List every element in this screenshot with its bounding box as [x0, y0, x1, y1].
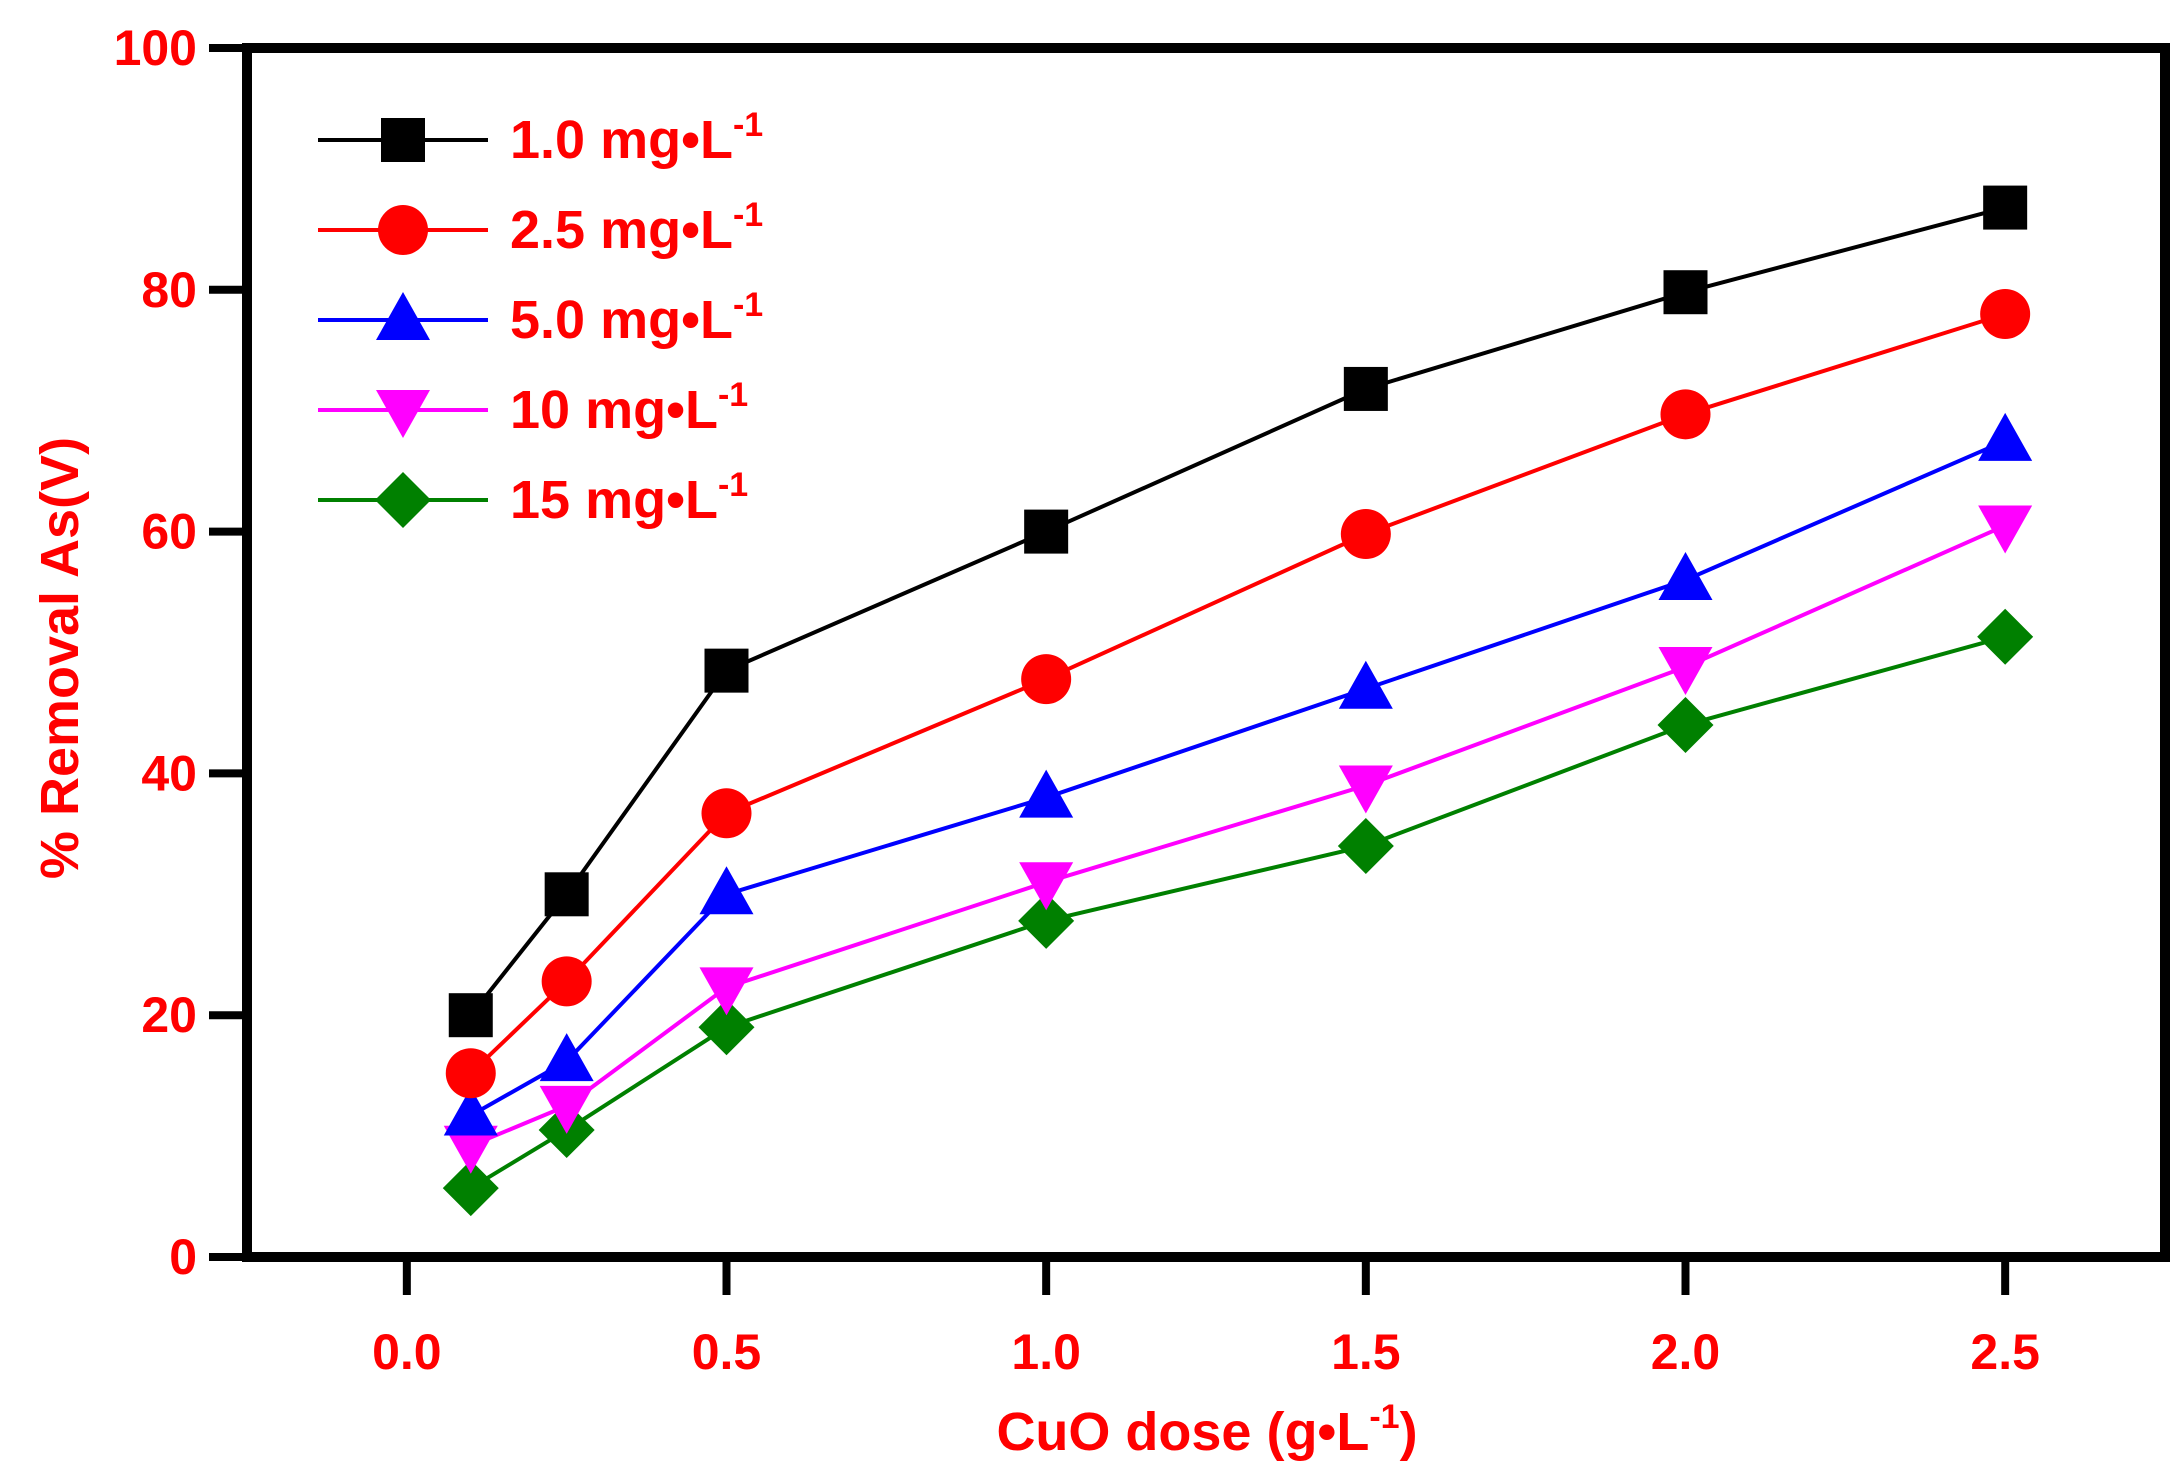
data-point: [443, 1087, 498, 1136]
series-line: [469, 439, 2006, 1118]
legend: 1.0 mg•L-12.5 mg•L-15.0 mg•L-1 10 mg•L-1…: [318, 106, 763, 530]
legend-label: 2.5 mg•L-1: [510, 196, 763, 260]
plot-border: [242, 43, 2170, 1262]
x-tick-label: 2.5: [1970, 1324, 2040, 1380]
data-point: [445, 1048, 496, 1099]
y-tick-label: 40: [141, 745, 197, 801]
data-point: [1024, 509, 1069, 554]
y-tick-label: 20: [141, 987, 197, 1043]
legend-label-main: 10 mg•L: [510, 380, 718, 440]
data-point: [1019, 769, 1074, 818]
data-point: [698, 999, 755, 1056]
data-point: [1983, 185, 2028, 230]
x-tick-label: 1.0: [1011, 1324, 1081, 1380]
x-axis-title: CuO dose (g•L-1): [996, 1398, 1417, 1462]
data-point: [448, 993, 493, 1038]
data-point: [1980, 288, 2031, 339]
y-axis-title: % Removal As(V): [30, 437, 90, 879]
y-tick-label: 80: [141, 262, 197, 318]
data-point: [1658, 647, 1713, 696]
legend-item-5: 15 mg•L-1: [318, 466, 748, 530]
legend-marker: [381, 118, 425, 162]
x-tick-label: 0.0: [372, 1324, 442, 1380]
data-point: [539, 1085, 594, 1134]
legend-marker: [376, 292, 430, 340]
data-point: [1021, 654, 1072, 705]
data-point: [442, 1160, 499, 1217]
x-tick-label: 0.5: [692, 1324, 762, 1380]
legend-label-sup: -1: [718, 376, 748, 414]
x-tick-label: 1.5: [1331, 1324, 1401, 1380]
data-point: [539, 1033, 594, 1082]
data-point: [1660, 389, 1711, 440]
data-point: [1663, 270, 1708, 315]
y-tick-label: 100: [114, 20, 197, 76]
series-layer: [442, 185, 2034, 1217]
legend-label-sup: -1: [733, 286, 763, 324]
y-tick-label: 60: [141, 504, 197, 560]
series-5: [442, 608, 2034, 1217]
data-point: [1343, 366, 1388, 411]
x-axis-title-main: CuO dose (g•L: [996, 1402, 1369, 1462]
legend-label: 5.0 mg•L-1: [510, 286, 763, 350]
legend-label-sup: -1: [718, 466, 748, 504]
legend-label-main: 15 mg•L: [510, 470, 718, 530]
series-3: [443, 412, 2033, 1136]
series-line: [469, 523, 2006, 1148]
x-tick-label: 2.0: [1651, 1324, 1721, 1380]
legend-marker: [378, 205, 428, 255]
legend-label: 15 mg•L-1: [510, 466, 748, 530]
data-point: [1338, 660, 1393, 709]
legend-marker: [375, 472, 431, 528]
x-axis-title-tail: ): [1400, 1402, 1418, 1462]
data-point: [443, 1125, 498, 1174]
x-axis-title-sup: -1: [1369, 1398, 1399, 1436]
legend-label: 10 mg•L-1: [510, 376, 748, 440]
data-point: [541, 956, 592, 1007]
data-point: [1978, 412, 2033, 461]
legend-label-main: 2.5 mg•L: [510, 200, 733, 260]
data-point: [1337, 817, 1394, 874]
legend-marker: [376, 390, 430, 438]
data-point: [1657, 697, 1714, 754]
data-point: [544, 872, 589, 917]
data-point: [704, 648, 749, 693]
data-point: [1658, 551, 1713, 600]
series-4: [443, 505, 2033, 1174]
data-point: [1338, 765, 1393, 814]
legend-item-4: 10 mg•L-1: [318, 376, 748, 440]
legend-label-main: 1.0 mg•L: [510, 110, 733, 170]
legend-label-main: 5.0 mg•L: [510, 290, 733, 350]
legend-item-3: 5.0 mg•L-1: [318, 286, 763, 350]
legend-label-sup: -1: [733, 106, 763, 144]
legend-label-sup: -1: [733, 196, 763, 234]
data-point: [1018, 892, 1075, 949]
data-point: [1978, 505, 2033, 554]
data-point: [699, 967, 754, 1016]
legend-item-2: 2.5 mg•L-1: [318, 196, 763, 260]
legend-item-1: 1.0 mg•L-1: [318, 106, 763, 170]
data-point: [1019, 862, 1074, 911]
data-point: [1977, 608, 2034, 665]
y-tick-label: 0: [169, 1229, 197, 1285]
series-1: [448, 185, 2028, 1038]
legend-label: 1.0 mg•L-1: [510, 106, 763, 170]
data-point: [701, 788, 752, 839]
series-2: [445, 288, 2031, 1099]
x-axis: 0.0 0.5 1.0 1.5 2.0 2.5: [372, 1257, 2040, 1380]
data-point: [699, 866, 754, 915]
y-axis: 0 20 40 60 80 100: [114, 20, 247, 1285]
data-point: [1340, 509, 1391, 560]
